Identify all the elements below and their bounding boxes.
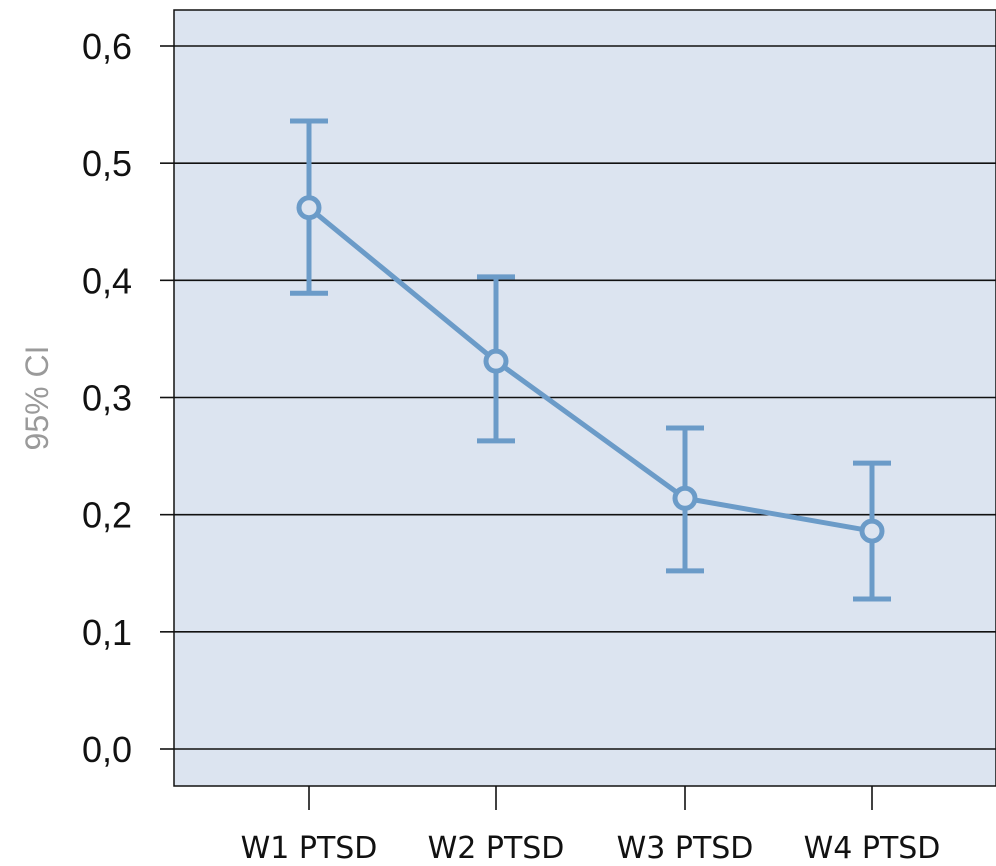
x-axis-ticks: W1 PTSD W2 PTSD W3 PTSD W4 PTSD — [241, 786, 941, 866]
y-tick-label: 0,4 — [82, 260, 132, 301]
y-tick-label: 0,0 — [82, 729, 132, 770]
grid-lines — [174, 45, 996, 750]
y-tick-label: 0,3 — [82, 378, 132, 419]
x-tick-label: W1 PTSD — [241, 831, 378, 866]
data-point — [672, 485, 698, 511]
series-line — [307, 205, 873, 534]
series — [290, 118, 891, 602]
x-tick-label: W3 PTSD — [617, 831, 754, 866]
y-axis-title: 95% CI — [19, 346, 55, 451]
x-tick-label: W4 PTSD — [804, 831, 941, 866]
data-point — [483, 348, 509, 374]
y-tick-label: 0,1 — [82, 612, 132, 653]
x-tick-label: W2 PTSD — [428, 831, 565, 866]
data-point — [859, 518, 885, 544]
y-tick-label: 0,2 — [82, 495, 132, 536]
data-point — [296, 195, 322, 221]
y-tick-label: 0,6 — [82, 26, 132, 67]
y-axis-ticks: 0,0 0,1 0,2 0,3 0,4 0,5 0,6 — [82, 26, 174, 770]
y-tick-label: 0,5 — [82, 143, 132, 184]
